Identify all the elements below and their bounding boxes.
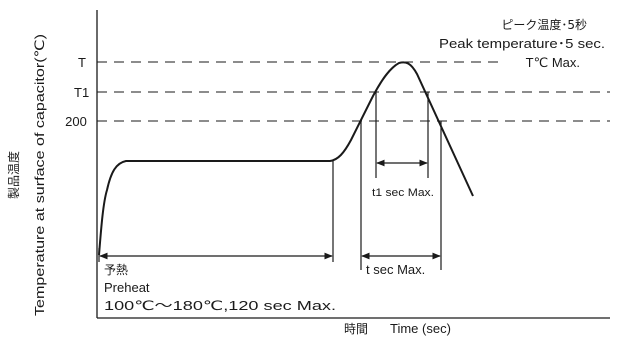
temperature-profile-curve — [98, 61, 474, 256]
tc-max-label: T℃ Max. — [526, 55, 580, 70]
peak-label-jp: ピーク温度･5秒 — [501, 17, 587, 32]
x-axis-title-en: Time (sec) — [390, 321, 451, 336]
peak-label-en: Peak temperature･5 sec. — [439, 36, 605, 51]
tick-label-T1: T1 — [74, 85, 89, 100]
tick-label-T: T — [78, 55, 86, 70]
y-axis-title-jp: 製品温度 — [6, 151, 21, 199]
x-axis-title-jp: 時間 — [344, 322, 368, 336]
preheat-condition-label: 100℃～180℃,120 sec Max. — [104, 298, 336, 313]
preheat-label-jp: 予熱 — [104, 263, 128, 277]
y-axis-title-en: Temperature at surface of capacitor(℃) — [32, 34, 47, 316]
t1-sec-max-label: t1 sec Max. — [372, 187, 434, 199]
preheat-label-en: Preheat — [104, 280, 150, 295]
t-sec-max-label: t sec Max. — [366, 262, 425, 277]
tick-label-200: 200 — [65, 114, 87, 129]
